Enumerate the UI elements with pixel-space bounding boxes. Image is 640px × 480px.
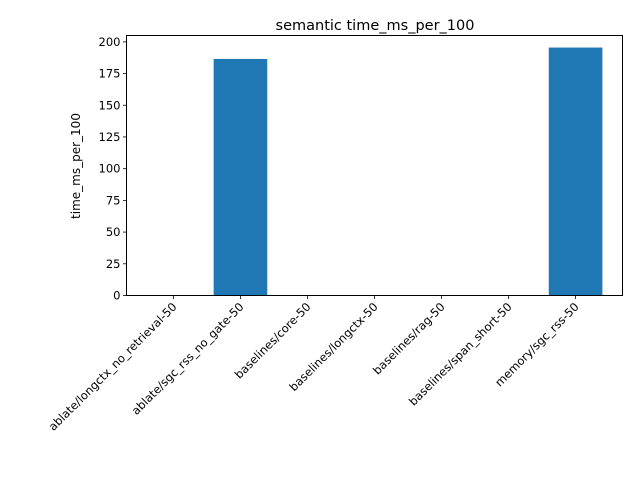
y-tick-label-3: 75 <box>106 193 121 207</box>
y-axis-label: time_ms_per_100 <box>69 113 83 219</box>
bar-1 <box>213 58 268 296</box>
y-tick-label-8: 200 <box>99 35 121 49</box>
y-axis: 0 25 50 75 100 125 150 175 200 <box>99 35 127 303</box>
bars-group <box>213 47 603 296</box>
chart-title: semantic time_ms_per_100 <box>276 18 475 34</box>
plot-frame <box>126 35 623 296</box>
y-tick-label-5: 125 <box>99 130 121 144</box>
x-tick-label-0: ablate/longctx_no_retrieval-50 <box>46 300 180 434</box>
y-tick-label-4: 100 <box>99 162 121 176</box>
x-tick-label-4: baselines/rag-50 <box>370 300 448 378</box>
y-tick-label-2: 50 <box>106 225 121 239</box>
y-tick-label-0: 0 <box>113 289 120 303</box>
y-tick-label-7: 175 <box>99 67 121 81</box>
y-tick-label-6: 150 <box>99 98 121 112</box>
bar-6 <box>548 47 603 296</box>
x-tick-label-1: ablate/sgc_rss_no_gate-50 <box>129 300 247 418</box>
x-axis: ablate/longctx_no_retrieval-50ablate/sgc… <box>46 295 582 434</box>
y-tick-label-1: 25 <box>106 257 121 271</box>
